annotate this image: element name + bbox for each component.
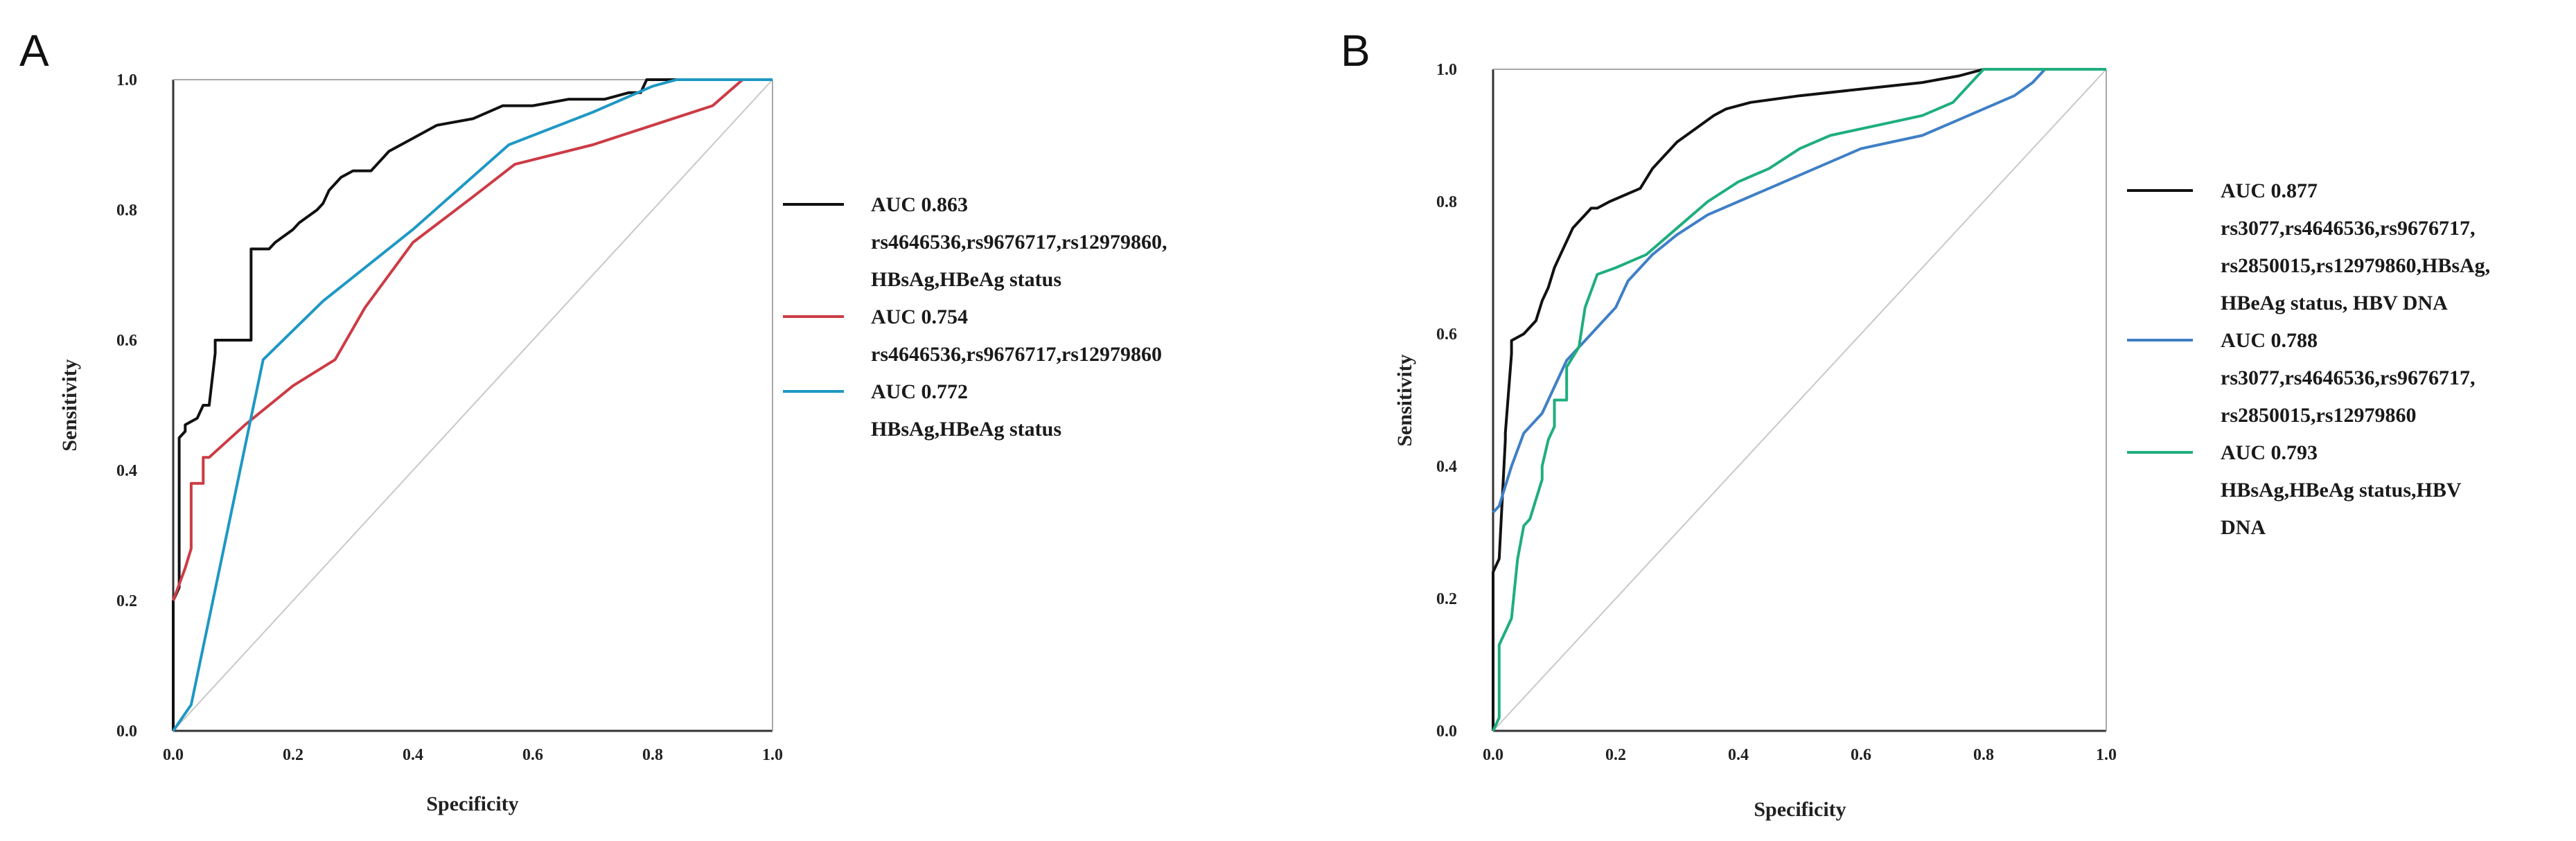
panel-b-legend-label-1: rs3077,rs4646536,rs9676717, (2221, 217, 2475, 240)
panel-a: A 0.0 0.2 0.4 0.6 0.8 1.0 0.0 0.2 0.4 0.6 0.8 1.0 S… (19, 26, 1167, 815)
panel-b-x-label: Specificity (1754, 798, 1846, 821)
panel-a-y-tick-label: 0.8 (116, 202, 137, 220)
panel-b-x-tick-label: 0.2 (1605, 746, 1626, 764)
panel-a-y-tick-label: 1.0 (116, 71, 137, 89)
panel-a-y-tick-label: 0.4 (116, 462, 137, 480)
panel-b-diagonal (1492, 69, 2107, 732)
panel-a-legend-label-3: HBsAg,HBeAg status (871, 418, 1061, 441)
panel-b-y-tick-label: 0.4 (1436, 458, 1457, 476)
panel-a-x-tick-label: 0.4 (403, 746, 423, 764)
panel-a-y-tick-label: 0.0 (116, 723, 137, 741)
panel-a-series-1-line (172, 78, 773, 731)
panel-b-series-1-line (1492, 68, 2106, 731)
panel-b-legend-item-3: AUC 0.793 HBsAg,HBeAg status,HBV DNA (2127, 441, 2462, 539)
panel-a-x-tick-label: 0.2 (283, 746, 303, 764)
panel-b-legend-label-1: HBeAg status, HBV DNA (2221, 292, 2448, 315)
panel-a-plot: 0.0 0.2 0.4 0.6 0.8 1.0 0.0 0.2 0.4 0.6 0.8 1.0 Spe… (58, 71, 783, 815)
panel-a-series (172, 78, 773, 732)
panel-a-x-tick-label: 1.0 (762, 746, 783, 764)
panel-a-legend-label-2: rs4646536,rs9676717,rs12979860 (871, 343, 1162, 366)
panel-b-x-tick-label: 0.8 (1973, 746, 1994, 764)
panel-b-legend-label-2: rs2850015,rs12979860 (2221, 404, 2416, 427)
panel-a-x-tick-label: 0.0 (163, 746, 184, 764)
panel-b-x-tick-label: 0.4 (1728, 746, 1749, 764)
panel-a-legend-item-1: AUC 0.863 rs4646536,rs9676717,rs12979860,… (783, 193, 1167, 291)
panel-b-letter: B (1341, 26, 1370, 76)
panel-a-series-2-line (172, 78, 773, 601)
panel-b-y-tick-label: 0.6 (1436, 326, 1457, 344)
panel-b-series-2-line (1492, 68, 2046, 514)
panel-b-x-tick-label: 0.0 (1483, 746, 1503, 764)
panel-b-legend-item-1: AUC 0.877 rs3077,rs4646536,rs9676717, rs28… (2127, 179, 2490, 315)
panel-a-legend-item-3: AUC 0.772 HBsAg,HBeAg status (783, 380, 1061, 441)
panel-a-legend-label-1: rs4646536,rs9676717,rs12979860, (871, 231, 1167, 254)
panel-b-legend: AUC 0.877 rs3077,rs4646536,rs9676717, rs28… (2127, 179, 2490, 539)
panel-b-y-label: Sensitivity (1393, 354, 1416, 446)
panel-a-diagonal (173, 79, 773, 732)
panel-b: B 0.0 0.2 0.4 0.6 0.8 1.0 0.0 0.2 0.4 0.6 0.8 1.0 S… (1341, 26, 2490, 821)
panel-b-y-tick-label: 0.8 (1436, 193, 1457, 211)
panel-a-series-3-line (172, 78, 773, 732)
panel-a-x-label: Specificity (426, 793, 518, 815)
panel-a-y-tick-label: 0.2 (116, 592, 137, 610)
panel-a-y-tick-label: 0.6 (116, 332, 137, 350)
panel-a-legend-label-3: AUC 0.772 (871, 380, 968, 403)
panel-b-legend-label-2: rs3077,rs4646536,rs9676717, (2221, 366, 2475, 389)
panel-b-ticks: 0.0 0.2 0.4 0.6 0.8 1.0 0.0 0.2 0.4 0.6 0.8 1.0 (1436, 61, 2117, 764)
panel-b-legend-label-3: DNA (2221, 516, 2266, 539)
panel-b-y-tick-label: 0.0 (1436, 723, 1457, 741)
panel-a-legend-label-1: HBsAg,HBeAg status (871, 268, 1061, 291)
panel-a-letter: A (19, 26, 49, 76)
panel-b-x-tick-label: 1.0 (2096, 746, 2117, 764)
panel-b-y-tick-label: 1.0 (1436, 61, 1457, 79)
panel-a-y-label: Sensitivity (58, 359, 81, 451)
panel-b-x-tick-label: 0.6 (1851, 746, 1871, 764)
panel-a-legend: AUC 0.863 rs4646536,rs9676717,rs12979860,… (783, 193, 1167, 441)
panel-a-x-tick-label: 0.8 (642, 746, 663, 764)
panel-b-legend-label-1: AUC 0.877 (2221, 179, 2318, 202)
panel-b-legend-label-1: rs2850015,rs12979860,HBsAg, (2221, 254, 2490, 277)
panel-b-legend-item-2: AUC 0.788 rs3077,rs4646536,rs9676717, rs28… (2127, 329, 2475, 427)
panel-b-plot: 0.0 0.2 0.4 0.6 0.8 1.0 0.0 0.2 0.4 0.6 0.8 1.0 Spe… (1393, 61, 2117, 821)
panel-a-x-tick-label: 0.6 (522, 746, 543, 764)
panel-a-legend-label-2: AUC 0.754 (871, 306, 968, 328)
panel-b-legend-label-3: HBsAg,HBeAg status,HBV (2221, 479, 2462, 502)
panel-a-ticks: 0.0 0.2 0.4 0.6 0.8 1.0 0.0 0.2 0.4 0.6 0.8 1.0 (116, 71, 783, 764)
panel-a-legend-label-1: AUC 0.863 (871, 193, 968, 216)
panel-b-y-tick-label: 0.2 (1436, 590, 1457, 608)
panel-a-legend-item-2: AUC 0.754 rs4646536,rs9676717,rs12979860 (783, 306, 1162, 366)
panel-b-series (1492, 68, 2106, 732)
panel-b-series-3-line (1492, 68, 2106, 732)
panel-b-legend-label-3: AUC 0.793 (2221, 441, 2318, 464)
panel-b-legend-label-2: AUC 0.788 (2221, 329, 2318, 352)
